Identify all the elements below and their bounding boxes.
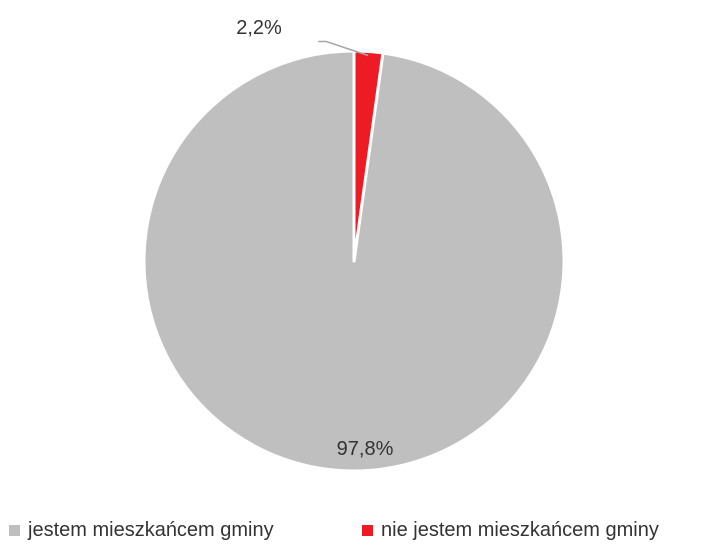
legend-item-non-resident: nie jestem mieszkańcem gminy — [362, 518, 659, 542]
legend-item-resident: jestem mieszkańcem gminy — [9, 518, 274, 542]
pie-slices — [144, 51, 564, 471]
legend-label-resident: jestem mieszkańcem gminy — [28, 518, 274, 542]
data-label-resident: 97,8% — [337, 438, 394, 460]
legend-label-non-resident: nie jestem mieszkańcem gminy — [381, 518, 659, 542]
data-label-non-resident: 2,2% — [236, 17, 282, 39]
legend: jestem mieszkańcem gminy nie jestem mies… — [0, 518, 702, 542]
legend-swatch-resident — [9, 525, 20, 536]
legend-swatch-non-resident — [362, 525, 373, 536]
